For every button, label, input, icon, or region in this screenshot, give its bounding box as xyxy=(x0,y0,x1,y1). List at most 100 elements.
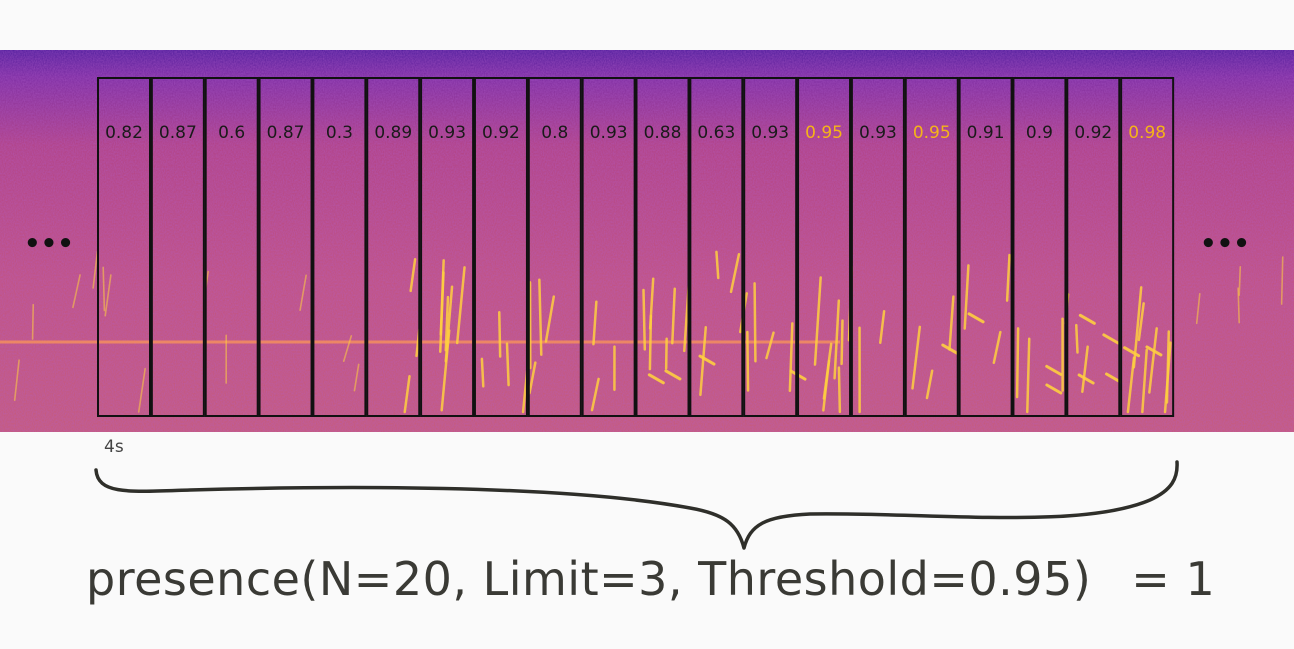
call-mark xyxy=(699,326,708,397)
window-score: 0.82 xyxy=(105,123,143,143)
call-mark xyxy=(911,325,922,390)
call-mark xyxy=(1137,302,1145,342)
call-mark xyxy=(698,354,716,366)
analysis-window: 0.82 xyxy=(97,77,151,417)
call-mark xyxy=(104,274,112,317)
call-mark xyxy=(1075,323,1079,354)
call-mark xyxy=(444,285,454,363)
window-score: 0.88 xyxy=(644,123,682,143)
analysis-windows: 0.82 0.87 0.6 0.87 0.3 0.89 0.93 0.92 0.8 0.93 0.8… xyxy=(97,77,1175,417)
call-mark xyxy=(1045,383,1063,395)
window-score: 0.89 xyxy=(374,123,412,143)
analysis-window: 0.95 xyxy=(904,77,959,417)
window-box xyxy=(958,77,1013,417)
analysis-window: 0.3 xyxy=(312,77,367,417)
window-score: 0.93 xyxy=(751,123,789,143)
call-mark xyxy=(590,377,600,412)
call-mark xyxy=(353,363,360,392)
analysis-window: 0.92 xyxy=(1066,77,1121,417)
window-box xyxy=(797,77,852,417)
window-score: 0.3 xyxy=(326,123,353,143)
call-mark xyxy=(439,259,445,336)
analysis-window: 0.98 xyxy=(1120,77,1175,417)
call-mark xyxy=(941,343,959,355)
call-mark xyxy=(648,314,653,371)
call-mark xyxy=(729,252,741,294)
call-mark xyxy=(444,295,450,352)
analysis-window: 0.91 xyxy=(958,77,1013,417)
call-mark xyxy=(879,310,886,345)
call-mark xyxy=(1123,346,1141,358)
call-mark xyxy=(1078,313,1096,325)
call-mark xyxy=(837,366,842,414)
call-mark xyxy=(505,342,510,387)
ellipsis-right: ••• xyxy=(1200,229,1250,259)
window-score: 0.93 xyxy=(859,123,897,143)
window-box xyxy=(850,77,905,417)
window-score: 0.93 xyxy=(590,123,628,143)
analysis-window: 0.93 xyxy=(850,77,905,417)
window-score: 0.9 xyxy=(1026,123,1053,143)
call-mark xyxy=(455,266,466,345)
call-mark xyxy=(1005,253,1011,302)
analysis-window: 0.6 xyxy=(204,77,259,417)
call-mark xyxy=(544,295,556,343)
analysis-window: 0.9 xyxy=(1012,77,1067,417)
analysis-window: 0.88 xyxy=(635,77,690,417)
call-mark xyxy=(671,287,676,345)
call-mark xyxy=(1280,256,1284,305)
window-box xyxy=(473,77,528,417)
window-box xyxy=(1066,77,1121,417)
window-score: 0.8 xyxy=(541,123,568,143)
call-mark xyxy=(788,322,794,393)
analysis-window: 0.95 xyxy=(797,77,852,417)
call-mark xyxy=(967,312,985,324)
analysis-window: 0.8 xyxy=(527,77,582,417)
call-mark xyxy=(963,264,970,330)
analysis-window: 0.87 xyxy=(258,77,313,417)
call-mark xyxy=(137,367,146,413)
spectrogram xyxy=(0,50,1294,432)
window-score: 0.6 xyxy=(218,123,245,143)
call-mark xyxy=(1105,372,1123,384)
call-mark xyxy=(992,330,1002,365)
analysis-window: 0.92 xyxy=(473,77,528,417)
window-score: 0.92 xyxy=(1074,123,1112,143)
window-box xyxy=(581,77,636,417)
analysis-window: 0.87 xyxy=(150,77,205,417)
analysis-window: 0.89 xyxy=(366,77,421,417)
window-box xyxy=(635,77,690,417)
ellipsis-left: ••• xyxy=(24,229,74,259)
window-box xyxy=(689,77,744,417)
call-mark xyxy=(31,303,35,340)
call-mark xyxy=(813,276,822,366)
formula-result: = 1 xyxy=(1131,552,1216,606)
call-mark xyxy=(925,369,934,400)
call-mark xyxy=(92,250,99,289)
window-box xyxy=(1120,77,1175,417)
call-mark xyxy=(833,299,841,380)
call-mark xyxy=(102,266,106,312)
window-score: 0.92 xyxy=(482,123,520,143)
bird-call-marks xyxy=(13,250,1284,414)
call-mark xyxy=(342,335,353,363)
window-box xyxy=(527,77,582,417)
window-score: 0.95 xyxy=(913,123,951,143)
call-mark xyxy=(592,300,598,346)
window-box xyxy=(312,77,367,417)
call-mark xyxy=(1102,333,1120,345)
call-mark xyxy=(1077,373,1095,385)
call-mark xyxy=(822,342,833,400)
call-mark xyxy=(528,361,537,395)
call-mark xyxy=(642,288,647,351)
analysis-window: 0.93 xyxy=(420,77,475,417)
call-mark xyxy=(13,359,20,401)
curly-brace xyxy=(94,460,1179,550)
window-score: 0.87 xyxy=(159,123,197,143)
call-mark xyxy=(1141,348,1148,414)
call-mark xyxy=(72,274,81,309)
analysis-window: 0.93 xyxy=(743,77,798,417)
presence-formula: presence(N=20, Limit=3, Threshold=0.95) =… xyxy=(86,552,1215,606)
window-duration-label: 4s xyxy=(104,437,124,457)
